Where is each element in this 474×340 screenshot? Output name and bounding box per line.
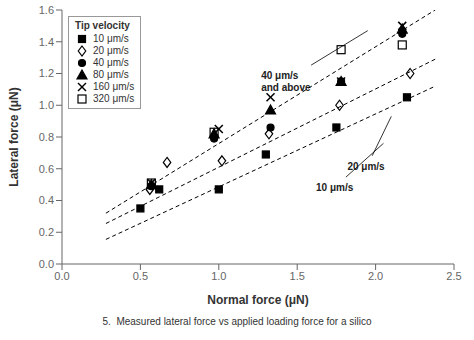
html-text:320 μm/s: 320 μm/s [93,93,135,104]
svg-text:20 μm/s: 20 μm/s [347,161,385,172]
svg-text:Lateral force (μN): Lateral force (μN) [8,87,21,186]
svg-text:1.4: 1.4 [39,36,54,48]
svg-text:1.2: 1.2 [39,67,54,79]
svg-text:2.0: 2.0 [368,270,383,282]
svg-text:1.6: 1.6 [39,4,54,16]
svg-text:10 μm/s: 10 μm/s [316,182,354,193]
html-text:Tip velocity: Tip velocity [75,20,130,31]
svg-text:0.6: 0.6 [39,163,54,175]
svg-text:0.0: 0.0 [39,258,54,270]
html-text:5. Measured lateral force vs a: 5. Measured lateral force vs applied loa… [102,316,372,327]
svg-text:0.5: 0.5 [133,270,148,282]
svg-text:0.8: 0.8 [39,131,54,143]
html-text:20 μm/s: 20 μm/s [93,45,129,56]
html-text:10 μm/s: 10 μm/s [93,33,129,44]
html-text:80 μm/s: 80 μm/s [93,69,129,80]
html-text:160 μm/s: 160 μm/s [93,81,135,92]
svg-text:2.5: 2.5 [446,270,461,282]
svg-text:0.0: 0.0 [54,270,69,282]
svg-text:0.2: 0.2 [39,226,54,238]
svg-text:1.0: 1.0 [211,270,226,282]
svg-text:1.5: 1.5 [290,270,305,282]
svg-text:1.0: 1.0 [39,99,54,111]
html-text:40 μm/s: 40 μm/s [93,57,129,68]
svg-text:0.4: 0.4 [39,194,54,206]
svg-text:40 μm/sand above: 40 μm/sand above [261,70,311,93]
svg-text:Normal force (μN): Normal force (μN) [207,293,308,307]
